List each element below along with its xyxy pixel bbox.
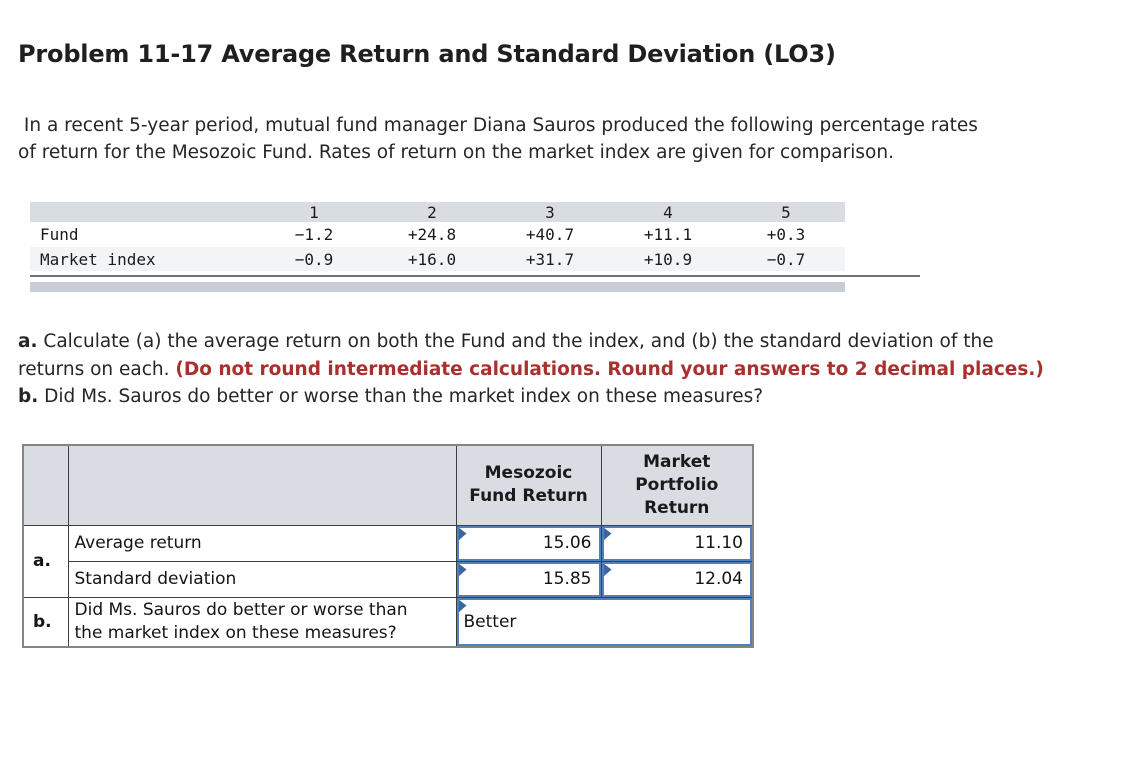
year-5-header: 5 (781, 202, 791, 222)
market-index-row-label: Market index (40, 249, 156, 269)
table-horizontal-scrollbar[interactable] (30, 282, 845, 292)
better-worse-cell (455, 596, 754, 648)
answer-table: Mesozoic Fund Return Market Portfolio Re… (22, 443, 754, 648)
year-3-header: 3 (545, 202, 555, 222)
instruction-b-text: Did Ms. Sauros do better or worse than t… (44, 386, 764, 407)
answer-header-empty-label (67, 444, 457, 526)
year-1-header: 1 (309, 202, 319, 222)
better-worse-input[interactable] (456, 597, 752, 646)
header-line: Market (643, 451, 711, 472)
better-worse-label: Did Ms. Sauros do better or worse than t… (67, 596, 457, 648)
market-standard-deviation-input[interactable] (601, 561, 752, 597)
instruction-a-line-2: returns on each. (Do not round intermedi… (18, 356, 1124, 384)
average-return-label: Average return (67, 524, 457, 562)
header-line: Portfolio (635, 474, 719, 495)
fund-standard-deviation-cell (455, 560, 602, 598)
fund-return-value: +40.7 (525, 225, 575, 244)
fund-row-label: Fund (40, 225, 79, 244)
instruction-a-label: a. (18, 331, 38, 352)
market-return-value: +31.7 (525, 249, 575, 269)
market-average-return-input[interactable] (601, 525, 752, 561)
instruction-a-text: Calculate (a) the average return on both… (43, 331, 994, 352)
standard-deviation-label: Standard deviation (67, 560, 457, 598)
intro-line-1: In a recent 5-year period, mutual fund m… (18, 115, 978, 136)
intro-line-2: of return for the Mesozoic Fund. Rates o… (18, 142, 894, 163)
fund-return-value: +24.8 (407, 225, 457, 244)
average-return-row: a. Average return (22, 524, 754, 598)
part-a-label: a. (22, 524, 69, 598)
part-b-label: b. (22, 596, 69, 648)
table-bottom-rule (30, 275, 920, 277)
market-average-return-cell (600, 524, 754, 562)
answer-header-empty-part (22, 444, 69, 526)
fund-return-value: −1.2 (294, 225, 334, 244)
mesozoic-fund-return-header: Mesozoic Fund Return (455, 444, 602, 526)
market-standard-deviation-cell (600, 560, 754, 598)
fund-row: Fund −1.2 +24.8 +40.7 +11.1 +0.3 (30, 222, 845, 247)
returns-table: 1 2 3 4 5 Fund −1.2 +24.8 +40.7 +11.1 +0… (30, 202, 845, 271)
market-index-row: Market index −0.9 +16.0 +31.7 +10.9 −0.7 (30, 247, 845, 271)
instruction-a-text-cont: returns on each. (18, 358, 170, 380)
instruction-a-line-1: a. Calculate (a) the average return on b… (18, 328, 1124, 356)
header-line: Mesozoic (484, 463, 573, 483)
instructions: a. Calculate (a) the average return on b… (18, 328, 1124, 411)
rounding-note: (Do not round intermediate calculations.… (175, 358, 1044, 380)
answer-table-header-row: Mesozoic Fund Return Market Portfolio Re… (22, 444, 754, 526)
problem-page: Problem 11-17 Average Return and Standar… (0, 40, 1124, 648)
instruction-b-label: b. (18, 386, 39, 407)
fund-return-value: +0.3 (766, 225, 806, 244)
header-line: Fund Return (469, 486, 588, 506)
fund-average-return-input[interactable] (456, 525, 601, 561)
market-return-value: +10.9 (643, 249, 693, 269)
header-line: Return (644, 497, 710, 518)
fund-standard-deviation-input[interactable] (456, 561, 601, 597)
market-return-value: −0.7 (766, 249, 806, 269)
market-return-value: −0.9 (294, 249, 334, 269)
better-worse-label-line-2: the market index on these measures? (74, 622, 397, 643)
returns-table-header-row: 1 2 3 4 5 (30, 202, 845, 222)
better-worse-row: b. Did Ms. Sauros do better or worse tha… (22, 596, 754, 648)
returns-table-corner-cell (30, 202, 255, 222)
year-4-header: 4 (663, 202, 673, 222)
fund-return-value: +11.1 (643, 225, 693, 244)
market-return-value: +16.0 (407, 249, 457, 269)
problem-title: Problem 11-17 Average Return and Standar… (18, 40, 836, 68)
fund-average-return-cell (455, 524, 602, 562)
market-portfolio-return-header: Market Portfolio Return (600, 444, 754, 526)
problem-intro: In a recent 5-year period, mutual fund m… (18, 112, 1124, 166)
standard-deviation-row: Standard deviation (23, 560, 754, 598)
instruction-b-line: b. Did Ms. Sauros do better or worse tha… (18, 383, 1124, 411)
year-2-header: 2 (427, 202, 437, 222)
better-worse-label-line-1: Did Ms. Sauros do better or worse than (74, 599, 408, 620)
